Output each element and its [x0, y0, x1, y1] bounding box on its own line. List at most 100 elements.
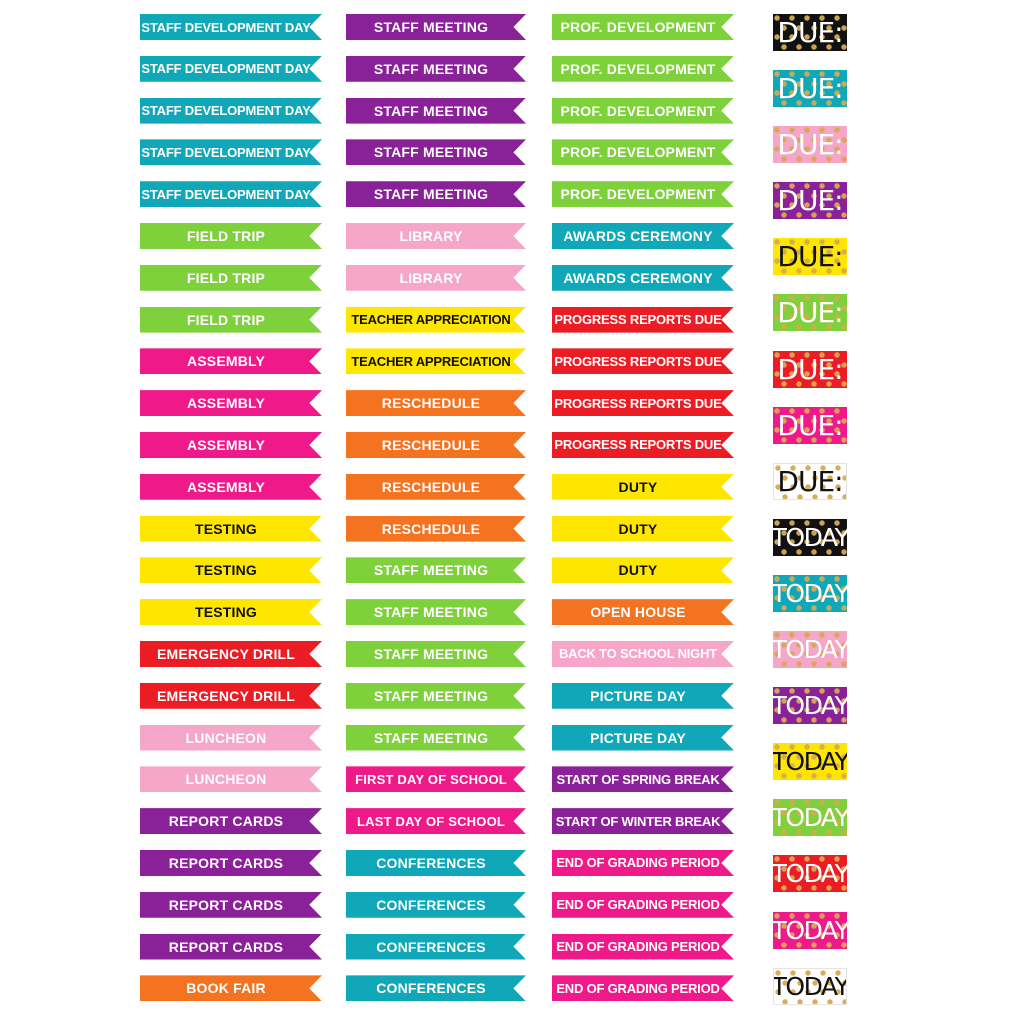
- today-badge: TODAY: [773, 911, 847, 949]
- banner-sticker: REPORT CARDS: [140, 891, 322, 918]
- banner-sticker: FIELD TRIP: [140, 222, 322, 249]
- banner-sticker: STAFF DEVELOPMENT DAY: [140, 55, 322, 82]
- polka-dot-pattern: [773, 911, 847, 949]
- sticker-column-1: STAFF DEVELOPMENT DAY STAFF DEVELOPMENT D…: [140, 14, 322, 1017]
- banner-sticker: AWARDS CEREMONY: [552, 264, 734, 291]
- polka-dot-pattern: [773, 70, 847, 108]
- badge-label: DUE:: [777, 128, 843, 162]
- today-badge: TODAY: [773, 687, 847, 725]
- banner-sticker: LIBRARY: [346, 264, 526, 291]
- due-badge: DUE:: [773, 462, 847, 500]
- banner-sticker: EMERGENCY DRILL: [140, 640, 322, 667]
- banner-sticker: STAFF MEETING: [346, 640, 526, 667]
- due-badge: DUE:: [773, 238, 847, 276]
- banner-sticker: BACK TO SCHOOL NIGHT: [552, 640, 734, 667]
- banner-sticker: STAFF MEETING: [346, 14, 526, 40]
- banner-sticker: FIELD TRIP: [140, 306, 322, 333]
- polka-dot-pattern: [773, 238, 847, 276]
- banner-sticker: END OF GRADING PERIOD: [552, 933, 734, 960]
- badge-label: DUE:: [777, 352, 843, 386]
- due-badge: DUE:: [773, 294, 847, 332]
- polka-dot-pattern: [774, 968, 846, 1004]
- badge-column: DUE: DUE: DUE: DUE: DUE: DUE: DUE: DUE: DUE: TODA…: [773, 14, 847, 1024]
- sticker-column-3: PROF. DEVELOPMENT PROF. DEVELOPMENT PROF. …: [552, 14, 734, 1017]
- banner-sticker: STAFF DEVELOPMENT DAY: [140, 181, 322, 208]
- badge-label: DUE:: [777, 296, 843, 330]
- polka-dot-pattern: [773, 518, 847, 556]
- banner-sticker: PICTURE DAY: [552, 724, 734, 751]
- polka-dot-pattern: [773, 182, 847, 220]
- banner-sticker: BOOK FAIR: [140, 975, 322, 1002]
- badge-label: TODAY: [773, 803, 847, 833]
- banner-sticker: START OF SPRING BREAK: [552, 766, 734, 793]
- badge-label: TODAY: [773, 915, 847, 945]
- sticker-column-2: STAFF MEETING STAFF MEETING STAFF MEETING S…: [346, 14, 526, 1017]
- polka-dot-pattern: [773, 14, 847, 51]
- banner-sticker: STAFF MEETING: [346, 557, 526, 584]
- badge-label: TODAY: [773, 859, 847, 889]
- banner-sticker: AWARDS CEREMONY: [552, 222, 734, 249]
- banner-sticker: PROGRESS REPORTS DUE: [552, 431, 734, 458]
- banner-sticker: ASSEMBLY: [140, 473, 322, 500]
- badge-label: DUE:: [777, 184, 843, 218]
- banner-sticker: STAFF MEETING: [346, 139, 526, 166]
- banner-sticker: PROGRESS REPORTS DUE: [552, 306, 734, 333]
- polka-dot-pattern: [773, 855, 847, 893]
- banner-sticker: STAFF MEETING: [346, 682, 526, 709]
- banner-sticker: END OF GRADING PERIOD: [552, 891, 734, 918]
- today-badge: TODAY: [773, 574, 847, 612]
- banner-sticker: PROF. DEVELOPMENT: [552, 14, 734, 40]
- banner-sticker: FIELD TRIP: [140, 264, 322, 291]
- banner-sticker: DUTY: [552, 515, 734, 542]
- banner-sticker: PROF. DEVELOPMENT: [552, 97, 734, 124]
- banner-sticker: RESCHEDULE: [346, 431, 526, 458]
- banner-sticker: END OF GRADING PERIOD: [552, 975, 734, 1002]
- polka-dot-pattern: [773, 687, 847, 725]
- banner-sticker: TESTING: [140, 557, 322, 584]
- banner-sticker: END OF GRADING PERIOD: [552, 849, 734, 876]
- banner-sticker: REPORT CARDS: [140, 933, 322, 960]
- badge-label: TODAY: [773, 522, 847, 552]
- polka-dot-pattern: [773, 294, 847, 332]
- banner-sticker: STAFF MEETING: [346, 724, 526, 751]
- due-badge: DUE:: [773, 14, 847, 51]
- banner-sticker: LIBRARY: [346, 222, 526, 249]
- banner-sticker: RESCHEDULE: [346, 473, 526, 500]
- banner-sticker: STAFF MEETING: [346, 97, 526, 124]
- banner-sticker: PROGRESS REPORTS DUE: [552, 348, 734, 375]
- badge-label: DUE:: [777, 240, 843, 274]
- banner-sticker: STAFF DEVELOPMENT DAY: [140, 139, 322, 166]
- banner-sticker: STAFF MEETING: [346, 181, 526, 208]
- badge-label: TODAY: [773, 747, 847, 777]
- polka-dot-pattern: [773, 574, 847, 612]
- banner-sticker: CONFERENCES: [346, 975, 526, 1002]
- today-badge: TODAY: [773, 518, 847, 556]
- banner-sticker: CONFERENCES: [346, 849, 526, 876]
- today-badge: TODAY: [773, 855, 847, 893]
- banner-sticker: TEACHER APPRECIATION: [346, 348, 526, 375]
- banner-sticker: PICTURE DAY: [552, 682, 734, 709]
- banner-sticker: RESCHEDULE: [346, 390, 526, 417]
- banner-sticker: ASSEMBLY: [140, 390, 322, 417]
- banner-sticker: PROGRESS REPORTS DUE: [552, 390, 734, 417]
- badge-label: TODAY: [773, 971, 847, 1001]
- due-badge: DUE:: [773, 182, 847, 220]
- due-badge: DUE:: [773, 406, 847, 444]
- today-badge: TODAY: [773, 967, 847, 1005]
- banner-sticker: RESCHEDULE: [346, 515, 526, 542]
- banner-sticker: STAFF DEVELOPMENT DAY: [140, 14, 322, 40]
- banner-sticker: PROF. DEVELOPMENT: [552, 181, 734, 208]
- banner-sticker: CONFERENCES: [346, 933, 526, 960]
- banner-sticker: FIRST DAY OF SCHOOL: [346, 766, 526, 793]
- polka-dot-pattern: [773, 350, 847, 388]
- banner-sticker: TEACHER APPRECIATION: [346, 306, 526, 333]
- banner-sticker: REPORT CARDS: [140, 808, 322, 835]
- banner-sticker: START OF WINTER BREAK: [552, 808, 734, 835]
- banner-sticker: PROF. DEVELOPMENT: [552, 139, 734, 166]
- banner-sticker: OPEN HOUSE: [552, 599, 734, 626]
- banner-sticker: STAFF MEETING: [346, 55, 526, 82]
- banner-sticker: REPORT CARDS: [140, 849, 322, 876]
- polka-dot-pattern: [774, 463, 846, 499]
- banner-sticker: STAFF MEETING: [346, 599, 526, 626]
- banner-sticker: LUNCHEON: [140, 724, 322, 751]
